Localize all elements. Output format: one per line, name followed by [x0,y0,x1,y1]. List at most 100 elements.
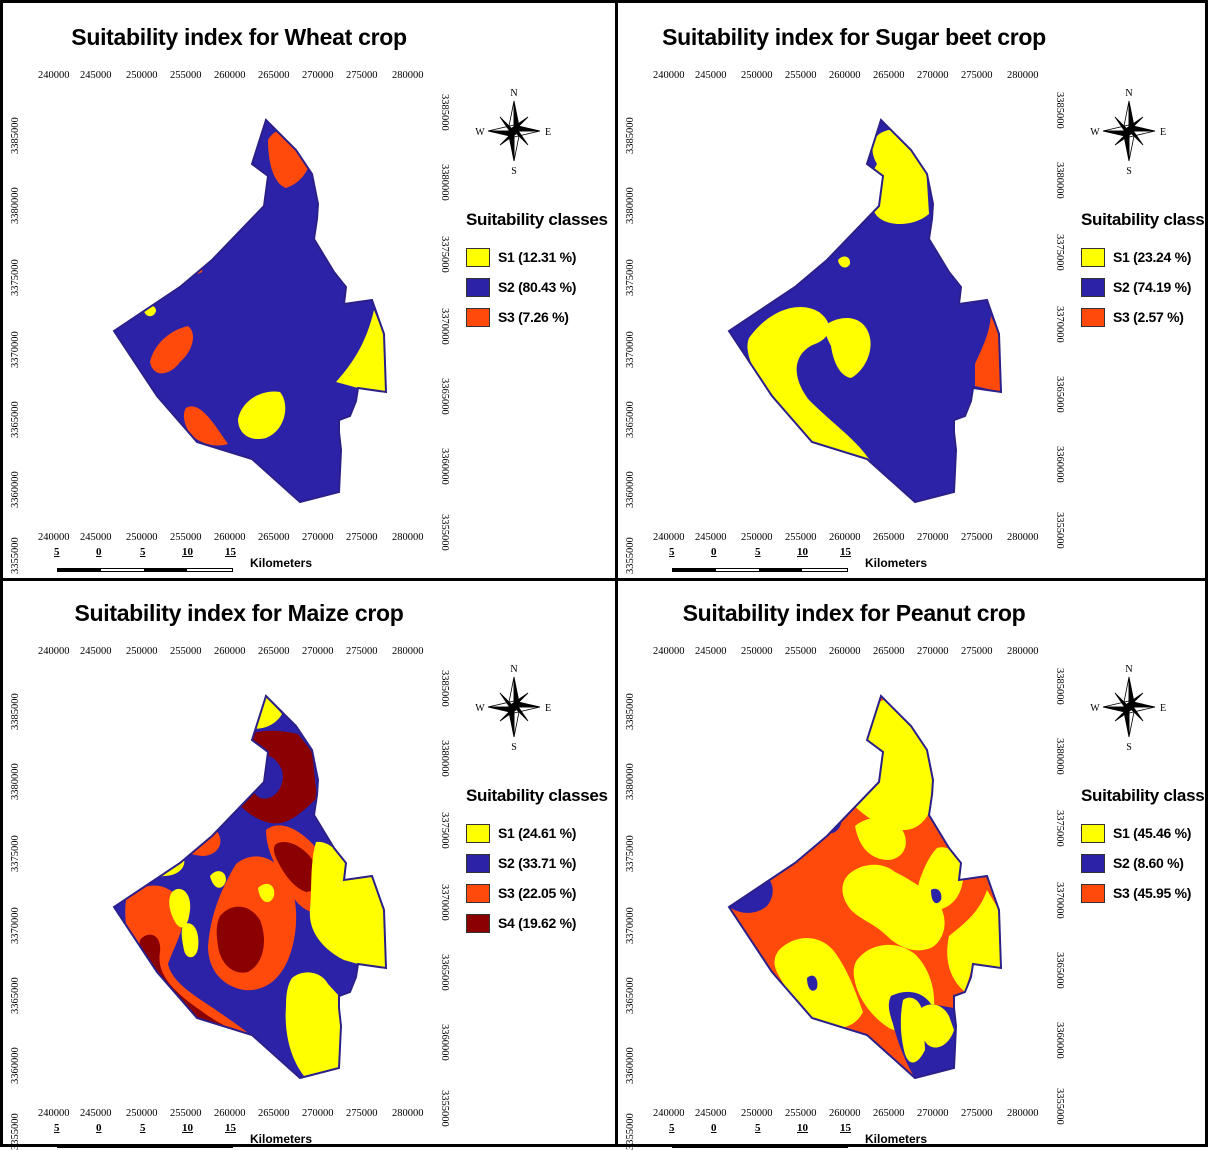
scale-bar: 5 0 5 10 15 Kilometers [54,546,384,574]
legend-swatch [1081,853,1105,873]
scale-tick-label: 0 [711,1122,717,1134]
scale-bar: 5 0 5 10 15 Kilometers [54,1122,384,1150]
x-tick-top: 255000 [785,70,817,81]
legend-swatch [1081,823,1105,843]
legend-label: S1 (12.31 %) [498,249,577,265]
x-tick-bottom: 240000 [38,532,70,543]
x-tick-top: 265000 [258,70,290,81]
map-region-s1 [169,888,191,928]
scale-tick-label: 0 [96,1122,102,1134]
x-tick-bottom: 250000 [126,1108,158,1119]
x-tick-top: 275000 [346,646,378,657]
x-tick-top: 250000 [741,70,773,81]
x-tick-bottom: 245000 [80,532,112,543]
x-tick-bottom: 245000 [695,1108,727,1119]
scale-bar-segment [144,1145,187,1147]
x-tick-top: 275000 [346,70,378,81]
map-region-s3 [185,263,203,274]
legend-title: Suitability classes [1081,210,1208,229]
suitability-map [727,118,1003,504]
x-tick-top: 260000 [829,646,861,657]
legend-title: Suitability classes [1081,786,1208,805]
legend-item-s1: S1 (23.24 %) [1081,242,1191,272]
legend-label: S2 (8.60 %) [1113,855,1184,871]
legend-item-s3: S3 (22.05 %) [466,878,576,908]
x-tick-top: 240000 [38,646,70,657]
x-tick-top: 270000 [917,70,949,81]
legend-label: S3 (2.57 %) [1113,309,1184,325]
legend-title: Suitability classes [466,786,608,805]
x-tick-top: 255000 [170,646,202,657]
x-tick-bottom: 265000 [873,532,905,543]
x-tick-bottom: 265000 [873,1108,905,1119]
x-tick-top: 240000 [653,646,685,657]
x-tick-top: 280000 [392,646,424,657]
scale-tick-label: 10 [182,1122,193,1134]
map-base-region [114,120,386,502]
legend-item-s3: S3 (45.95 %) [1081,878,1191,908]
map-region-s1 [774,938,863,1028]
scale-bar-segment [58,569,101,571]
scale-tick-label: 5 [755,1122,761,1134]
study-area-boundary [727,694,1003,1080]
x-tick-top: 270000 [302,70,334,81]
scale-unit-label: Kilometers [865,556,928,570]
compass-w-label: W [1090,127,1100,138]
x-tick-top: 255000 [170,70,202,81]
legend-item-s2: S2 (80.43 %) [466,272,576,302]
scale-tick-label: 5 [669,546,675,558]
north-arrow: N S W E [474,79,554,179]
suitability-map [112,694,388,1080]
x-tick-bottom: 240000 [653,532,685,543]
study-area-boundary [727,118,1003,504]
scale-tick-label: 0 [96,546,102,558]
x-tick-top: 265000 [258,646,290,657]
scale-bar-segment [144,569,187,571]
x-tick-bottom: 250000 [741,532,773,543]
x-tick-bottom: 280000 [392,532,424,543]
panel-title: Suitability index for Wheat crop [71,24,407,50]
scale-tick-label: 5 [755,546,761,558]
scale-bar-segment [673,569,716,571]
legend-label: S4 (19.62 %) [498,915,577,931]
x-tick-bottom: 245000 [80,1108,112,1119]
panel-title: Suitability index for Maize crop [74,600,404,626]
legend-label: S2 (74.19 %) [1113,279,1192,295]
legend-item-s2: S2 (8.60 %) [1081,848,1191,878]
map-region-s3 [164,822,221,856]
x-tick-top: 245000 [80,70,112,81]
compass-e-label: E [545,127,551,138]
legend: S1 (23.24 %) S2 (74.19 %) S3 (2.57 %) [1081,242,1191,332]
legend-swatch [466,307,490,327]
compass-w-label: W [475,703,485,714]
x-tick-bottom: 275000 [961,532,993,543]
scale-tick-label: 5 [54,546,60,558]
x-tick-bottom: 280000 [392,1108,424,1119]
map-region-s1 [118,846,185,879]
map-region-s1 [947,890,1001,992]
map-region-s1 [285,972,341,1076]
map-region-s1 [181,923,199,958]
scale-tick-label: 10 [182,546,193,558]
x-tick-top: 260000 [214,70,246,81]
scale-tick-label: 15 [225,1122,236,1134]
map-region-s1 [202,796,226,817]
map-region-s2 [931,888,942,904]
legend-item-s4: S4 (19.62 %) [466,908,576,938]
suitability-map [727,694,1003,1080]
scale-bar: 5 0 5 10 15 Kilometers [669,546,999,574]
legend: S1 (24.61 %) S2 (33.71 %) S3 (22.05 %) S4 (… [466,818,576,938]
legend-swatch [466,823,490,843]
compass-s-label: S [511,166,517,177]
scale-unit-label: Kilometers [865,1132,928,1146]
legend-title: Suitability classes [466,210,608,229]
x-tick-top: 275000 [961,646,993,657]
legend-label: S1 (23.24 %) [1113,249,1192,265]
x-tick-bottom: 265000 [258,1108,290,1119]
map-region-s2 [807,975,818,991]
scale-bar: 5 0 5 10 15 Kilometers [669,1122,999,1150]
legend-item-s3: S3 (7.26 %) [466,302,576,332]
scale-tick-label: 15 [225,546,236,558]
scale-tick-label: 5 [140,1122,146,1134]
map-region-s1 [842,864,945,951]
